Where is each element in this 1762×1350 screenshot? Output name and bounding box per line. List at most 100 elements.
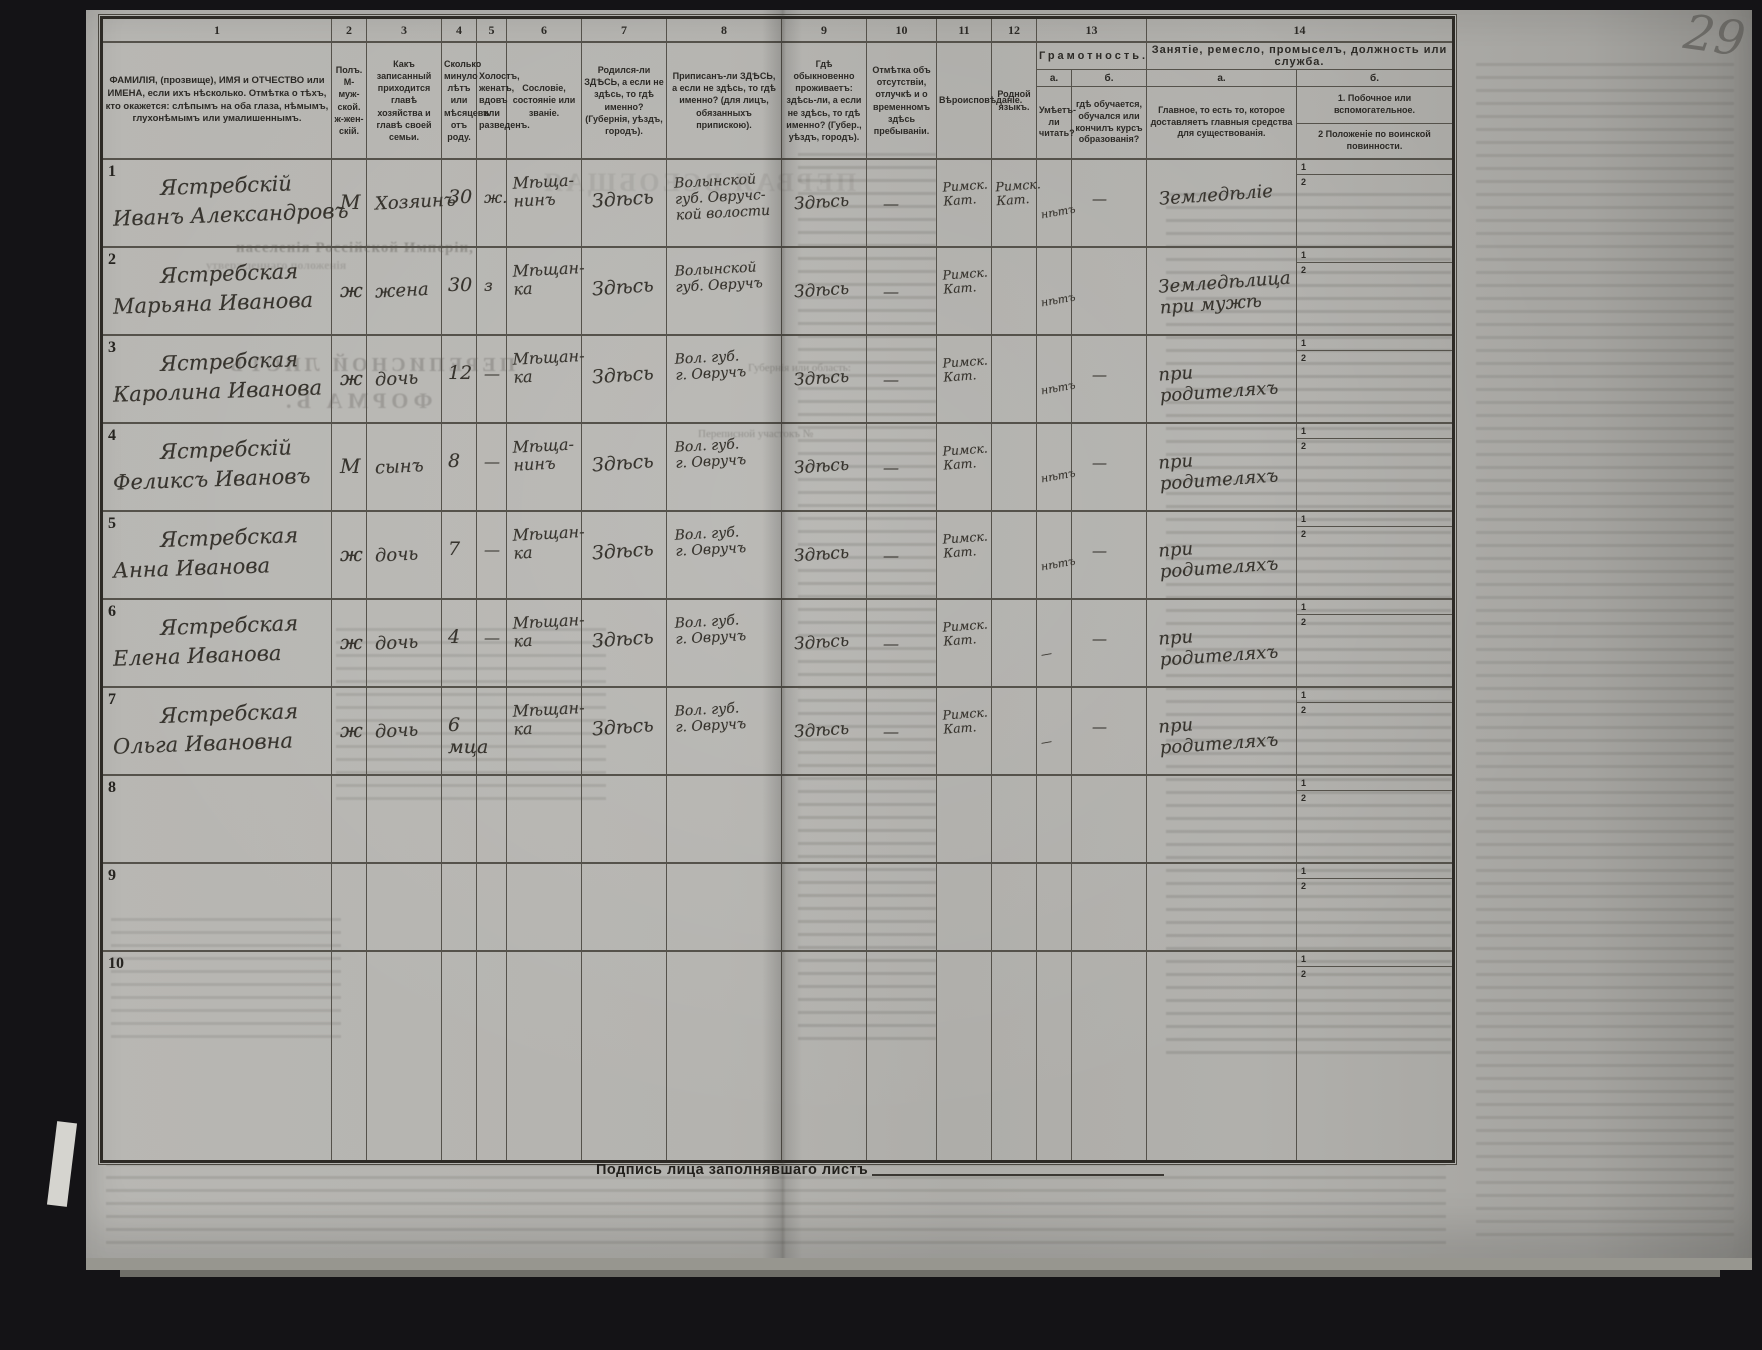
sublabel-b: б.	[1071, 69, 1147, 87]
cell-name: 1 Ястребскій Иванъ Александровъ	[101, 158, 349, 248]
cell-religion: Римск. Кат.	[936, 246, 992, 336]
sub-cell-number: 1	[1301, 250, 1307, 260]
handwritten-given-name: Елена Иванова	[112, 641, 282, 671]
signature-label: Подпись лица заполнявшаго листъ	[596, 1162, 869, 1178]
handwritten-given-name: Марьяна Иванова	[112, 287, 314, 319]
signature-line: Подпись лица заполнявшаго листъ	[596, 1162, 1165, 1178]
cell-education	[1071, 950, 1147, 1162]
sub-cell-number: 1	[1301, 954, 1307, 964]
cell-sex: М	[331, 158, 367, 248]
cell-name: 2 Ястребская Марьяна Иванова	[101, 246, 332, 336]
handwritten-given-name	[113, 785, 329, 793]
cell-relation: Хозяинъ	[366, 158, 456, 248]
sublabel-b: б.	[1296, 69, 1454, 87]
cell-marital-status: ж.	[476, 158, 507, 248]
sublabel-a: а.	[1036, 69, 1072, 87]
table-row: 2 Ястребская Марьяна Иванова ж жена 30 з…	[101, 246, 1454, 336]
cell-sex: ж	[331, 246, 367, 336]
cell-side-occupation: 1 2	[1296, 422, 1454, 512]
column-number: 11	[936, 17, 992, 43]
table-row: 9 1 2	[101, 862, 1454, 952]
row-number: 1	[108, 163, 116, 180]
sub-cell-number: 1	[1301, 162, 1307, 172]
stacked-page-edge	[86, 1258, 1752, 1270]
cell-residence	[781, 950, 867, 1162]
cell-absence-note: —	[866, 246, 937, 336]
census-table: 1 2 3 4 5 6 7 8 9 10 11 12 13 14	[100, 16, 1455, 1163]
cell-religion	[936, 950, 992, 1162]
sub-cell-number: 2	[1301, 441, 1307, 451]
sub-cell-military: 2	[1297, 702, 1452, 717]
sub-cell-military: 2	[1297, 526, 1452, 541]
cell-occupation: Земледѣлица при мужѣ	[1146, 246, 1297, 336]
census-table-wrap: 1 2 3 4 5 6 7 8 9 10 11 12 13 14	[100, 16, 1455, 1163]
column-title-age: Сколько минуло лѣтъ или мѣсяцевъ отъ род…	[441, 41, 490, 160]
cell-absence-note: —	[866, 422, 937, 512]
cell-education: —	[1071, 158, 1147, 248]
table-header: 1 2 3 4 5 6 7 8 9 10 11 12 13 14	[101, 17, 1454, 160]
sub-cell-military: 2	[1297, 438, 1452, 453]
cell-absence-note	[866, 950, 937, 1162]
cell-marital-status: з	[476, 246, 507, 336]
cell-sex	[331, 950, 367, 1162]
cell-religion	[936, 862, 992, 952]
sub-cell-number: 1	[1301, 514, 1307, 524]
cell-occupation: при родителяхъ	[1146, 686, 1297, 776]
cell-sex	[331, 774, 367, 864]
column-number: 2	[331, 17, 367, 43]
cell-occupation: Земледѣліе	[1146, 158, 1297, 248]
cell-estate	[506, 862, 582, 952]
column-number: 14	[1146, 17, 1454, 43]
column-number: 9	[781, 17, 867, 43]
sub-cell-number: 2	[1301, 617, 1307, 627]
cell-residence	[781, 862, 867, 952]
column-title-birthplace: Родился-ли ЗДѢСЬ, а если не здѣсь, то гд…	[581, 41, 667, 160]
sublabel-a: а.	[1146, 69, 1297, 87]
sub-cell-number: 2	[1301, 529, 1307, 539]
cell-relation: сынъ	[366, 422, 442, 512]
cell-birthplace: Здѣсь	[581, 158, 667, 248]
cell-marital-status: —	[476, 334, 507, 424]
cell-side-occupation: 1 2	[1296, 598, 1454, 688]
cell-estate: Мѣщан- ка	[506, 334, 585, 424]
cell-education: —	[1071, 598, 1147, 688]
sub-cell-military: 2	[1297, 350, 1452, 365]
cell-age: 8	[441, 422, 477, 512]
cell-relation: дочь	[366, 598, 442, 688]
cell-can-read: нѣтъ	[1036, 334, 1076, 424]
cell-religion: Римск. Кат.	[936, 598, 992, 688]
sub-cell-military: 2	[1297, 174, 1452, 189]
cell-native-language	[991, 510, 1037, 600]
cell-occupation: при родителяхъ	[1146, 422, 1297, 512]
column-title-name: ФАМИЛІЯ, (прозвище), ИМЯ и ОТЧЕСТВО или …	[101, 41, 332, 160]
handwritten-surname: Ястребская	[159, 611, 299, 640]
cell-occupation	[1146, 774, 1297, 864]
cell-occupation: при родителяхъ	[1146, 598, 1297, 688]
cell-name: 3 Ястребская Каролина Иванова	[101, 334, 332, 424]
sub-cell-number: 2	[1301, 793, 1307, 803]
cell-relation: дочь	[366, 510, 442, 600]
cell-sex: ж	[331, 334, 367, 424]
cell-education: —	[1071, 510, 1147, 600]
cell-can-read	[1036, 950, 1072, 1162]
row-number: 2	[108, 251, 116, 268]
cell-name: 10	[101, 950, 332, 1162]
cell-marital-status: —	[476, 422, 507, 512]
cell-side-occupation: 1 2	[1296, 686, 1454, 776]
cell-relation: жена	[366, 246, 442, 336]
column-group-occupation: Занятіе, ремесло, промыселъ, должность и…	[1146, 41, 1454, 70]
paper-page: ПЕРВАЯ ВСЕОБЩАЯ населенія Россійской Имп…	[86, 4, 1752, 1258]
column-group-literacy: Грамотность.	[1036, 41, 1147, 70]
handwritten-surname: Ястребскій	[159, 435, 293, 464]
column-title-language: Родной языкъ.	[991, 41, 1037, 160]
sub-cell-number: 2	[1301, 881, 1307, 891]
cell-native-language	[991, 950, 1037, 1162]
column-title-estate: Сословіе, состояніе или званіе.	[506, 41, 582, 160]
cell-absence-note	[866, 774, 937, 864]
bleed-text-block	[106, 1160, 1446, 1252]
table-row: 7 Ястребская Ольга Ивановна ж дочь 6 мца…	[101, 686, 1454, 776]
column-title-education: гдѣ обучается, обучался или кончилъ курс…	[1071, 86, 1147, 160]
handwritten-surname: Ястребская	[159, 523, 299, 552]
sub-cell-side: 1	[1297, 776, 1452, 790]
